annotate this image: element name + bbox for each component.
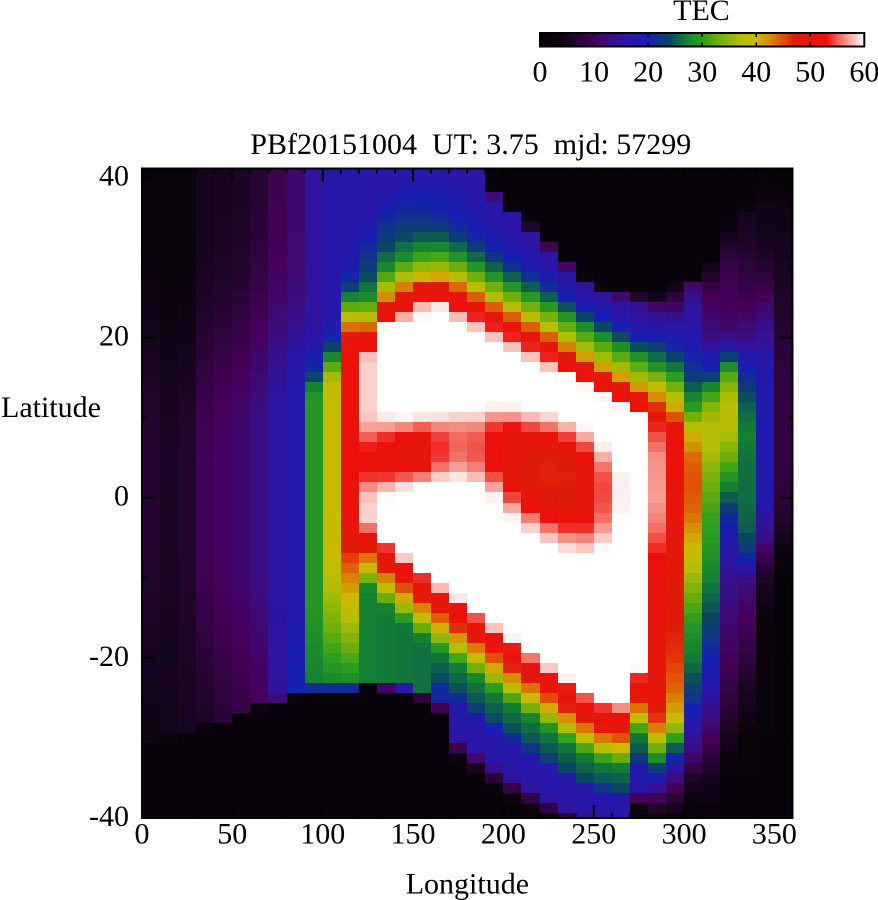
svg-text:300: 300 [662, 818, 707, 851]
svg-text:0: 0 [114, 480, 129, 513]
svg-text:0: 0 [135, 818, 150, 851]
svg-text:200: 200 [481, 818, 526, 851]
svg-text:250: 250 [571, 818, 616, 851]
svg-text:TEC: TEC [673, 0, 730, 27]
svg-text:60: 60 [849, 56, 878, 89]
svg-text:PBf20151004 UT: 3.75 mjd: 57: PBf20151004 UT: 3.75 mjd: 57299 [250, 128, 691, 161]
svg-text:50: 50 [795, 56, 825, 89]
svg-text:20: 20 [633, 56, 663, 89]
svg-text:50: 50 [217, 818, 247, 851]
svg-text:10: 10 [579, 56, 609, 89]
svg-text:350: 350 [752, 818, 797, 851]
svg-text:0: 0 [533, 56, 548, 89]
svg-text:40: 40 [741, 56, 771, 89]
svg-text:30: 30 [687, 56, 717, 89]
svg-text:150: 150 [391, 818, 436, 851]
svg-text:Longitude: Longitude [406, 868, 529, 900]
svg-text:-20: -20 [89, 640, 129, 673]
svg-text:-40: -40 [89, 800, 129, 833]
svg-text:100: 100 [300, 818, 345, 851]
svg-text:40: 40 [99, 160, 129, 193]
svg-text:Latitude: Latitude [1, 391, 101, 424]
svg-text:20: 20 [99, 320, 129, 353]
